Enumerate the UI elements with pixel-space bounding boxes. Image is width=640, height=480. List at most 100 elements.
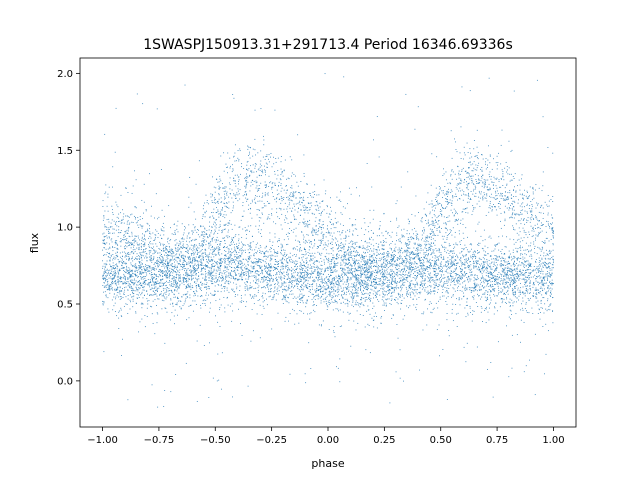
data-point: [289, 202, 291, 204]
data-point: [209, 275, 211, 277]
data-point: [190, 261, 192, 262]
data-point: [221, 276, 223, 278]
data-point: [399, 265, 401, 267]
data-point: [352, 276, 354, 278]
data-point: [193, 295, 195, 297]
data-point: [407, 276, 409, 278]
data-point: [385, 305, 387, 307]
data-point: [415, 253, 416, 255]
data-point: [266, 282, 268, 284]
data-point: [345, 231, 347, 233]
data-point: [422, 313, 424, 315]
data-point: [481, 285, 483, 287]
data-point: [338, 254, 340, 256]
data-point: [522, 197, 524, 199]
data-point: [282, 303, 284, 304]
data-point: [512, 292, 514, 294]
data-point: [461, 277, 463, 279]
data-point: [440, 269, 442, 270]
data-point: [306, 257, 308, 259]
data-point: [345, 236, 347, 238]
data-point: [355, 261, 357, 263]
data-point: [246, 233, 248, 235]
data-point: [301, 267, 303, 269]
data-point: [448, 288, 450, 289]
data-point: [170, 258, 172, 260]
data-point: [429, 244, 431, 246]
data-point: [486, 262, 488, 264]
data-point: [308, 224, 310, 226]
data-point: [508, 278, 510, 280]
data-point: [355, 279, 357, 281]
data-point: [163, 244, 165, 245]
data-point: [300, 310, 302, 312]
data-point: [343, 253, 345, 255]
data-point: [143, 287, 145, 289]
data-point: [541, 190, 543, 192]
data-point: [398, 264, 400, 266]
data-point: [108, 286, 110, 288]
data-point: [387, 250, 389, 252]
data-point: [248, 258, 250, 260]
data-point: [307, 226, 309, 228]
data-point: [127, 285, 129, 287]
data-point: [478, 183, 480, 184]
data-point: [300, 209, 302, 210]
data-point: [403, 236, 405, 238]
data-point: [535, 261, 537, 263]
data-point: [176, 242, 178, 244]
data-point: [203, 240, 205, 242]
data-point: [190, 304, 192, 306]
data-point: [186, 281, 188, 283]
data-point: [184, 265, 185, 267]
data-point: [227, 152, 229, 154]
data-point: [233, 276, 234, 278]
data-point: [510, 281, 512, 283]
data-point: [406, 230, 408, 232]
data-point: [299, 193, 301, 195]
data-point: [464, 273, 466, 275]
data-point: [436, 329, 438, 331]
data-point: [217, 265, 219, 267]
data-point: [142, 218, 144, 220]
data-point: [500, 192, 502, 194]
data-point: [305, 306, 307, 308]
data-point: [500, 283, 501, 285]
data-point: [210, 256, 212, 258]
data-point: [355, 219, 357, 221]
data-point: [180, 246, 182, 248]
data-point: [455, 141, 457, 143]
data-point: [468, 192, 469, 194]
data-point: [212, 265, 214, 267]
data-point: [166, 276, 167, 278]
data-point: [123, 266, 125, 268]
data-point: [421, 217, 423, 218]
data-point: [476, 262, 478, 264]
data-point: [114, 247, 116, 248]
data-point: [165, 266, 167, 268]
data-point: [513, 283, 515, 284]
data-point: [213, 256, 215, 258]
data-point: [238, 226, 240, 228]
data-point: [445, 291, 447, 293]
data-point: [213, 247, 215, 249]
data-point: [316, 287, 318, 289]
data-point: [424, 213, 426, 215]
data-point: [390, 295, 392, 297]
data-point: [493, 295, 495, 297]
data-point: [398, 250, 400, 252]
data-point: [276, 211, 278, 213]
data-point: [449, 274, 451, 276]
data-point: [244, 268, 246, 270]
data-point: [383, 296, 385, 298]
data-point: [336, 302, 338, 304]
data-point: [483, 192, 485, 194]
data-point: [257, 189, 259, 191]
data-point: [119, 280, 121, 282]
data-point: [321, 260, 323, 262]
data-point: [117, 244, 119, 246]
data-point: [409, 284, 411, 285]
data-point: [330, 286, 332, 288]
data-point: [316, 201, 318, 203]
data-point: [424, 258, 426, 260]
